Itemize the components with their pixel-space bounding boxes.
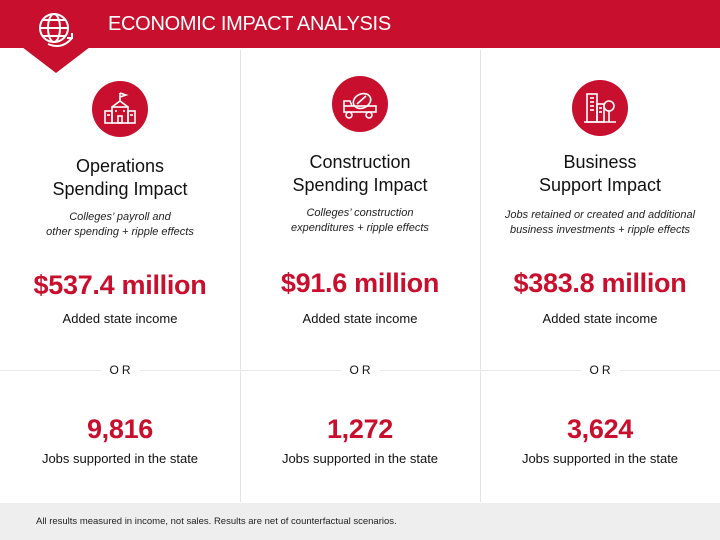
page-title: ECONOMIC IMPACT ANALYSIS	[108, 13, 391, 35]
column-description: Colleges’ payroll and other spending + r…	[46, 211, 194, 238]
header-notch	[22, 47, 90, 73]
income-label: Added state income	[62, 311, 178, 326]
income-label: Added state income	[542, 311, 658, 326]
footer-bar: All results measured in income, not sale…	[0, 503, 720, 540]
column-description: Colleges’ construction expenditures + ri…	[291, 207, 429, 234]
impact-column-business: Business Support Impact Jobs retained or…	[480, 48, 720, 503]
globe-arrow-icon	[34, 8, 78, 52]
jobs-value: 9,816	[86, 414, 154, 444]
or-label: OR	[240, 363, 480, 377]
cement-mixer-truck-icon	[332, 76, 388, 132]
income-value: $537.4 million	[33, 270, 207, 300]
column-title: Operations Spending Impact	[52, 156, 188, 199]
column-title: Business Support Impact	[538, 152, 662, 195]
jobs-label: Jobs supported in the state	[41, 451, 199, 466]
income-value: $383.8 million	[513, 268, 687, 298]
income-label: Added state income	[302, 311, 418, 326]
column-title: Construction Spending Impact	[292, 152, 428, 195]
or-label: OR	[0, 363, 240, 377]
column-description: Jobs retained or created and additional …	[504, 209, 696, 236]
header-banner	[0, 0, 720, 48]
impact-column-construction: Construction Spending Impact Colleges’ c…	[240, 48, 480, 503]
office-buildings-tree-icon	[572, 80, 628, 136]
jobs-label: Jobs supported in the state	[281, 451, 439, 466]
footer-note: All results measured in income, not sale…	[36, 516, 397, 527]
school-building-icon	[92, 81, 148, 137]
income-value: $91.6 million	[280, 268, 440, 298]
jobs-value: 1,272	[326, 414, 394, 444]
column-divider	[480, 50, 481, 502]
impact-column-operations: Operations Spending Impact Colleges’ pay…	[0, 48, 240, 503]
jobs-value: 3,624	[566, 414, 634, 444]
jobs-label: Jobs supported in the state	[521, 451, 679, 466]
column-divider	[240, 50, 241, 502]
or-label: OR	[480, 363, 720, 377]
